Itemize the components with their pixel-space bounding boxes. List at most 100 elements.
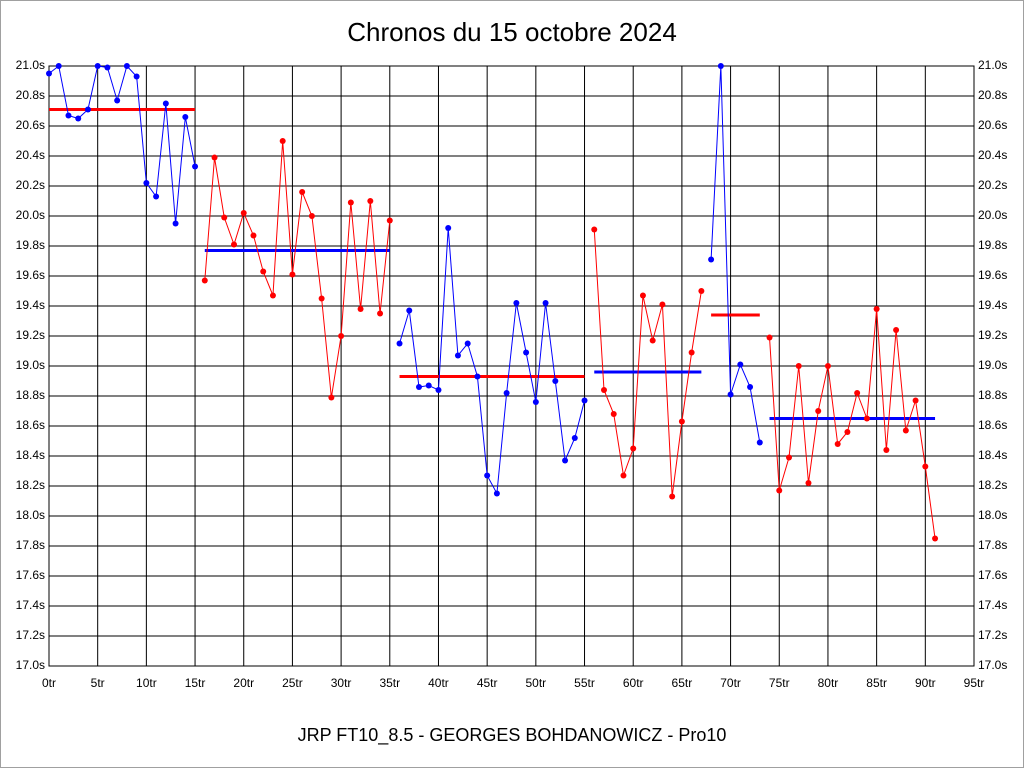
data-point [55, 63, 62, 69]
data-point [474, 373, 481, 380]
series-line [593, 229, 702, 497]
series-line [48, 65, 196, 224]
data-point [425, 382, 432, 389]
data-point [308, 213, 315, 219]
y-tick-label: 19.6s [16, 268, 45, 282]
data-point [318, 295, 325, 302]
data-point [747, 384, 754, 390]
data-point [571, 435, 578, 441]
data-point [669, 493, 676, 500]
data-point [756, 439, 763, 446]
data-point [435, 387, 442, 393]
y2-tick-label: 20.4s [978, 148, 1007, 162]
data-point [299, 189, 306, 195]
y-tick-label: 17.2s [16, 628, 45, 642]
data-point [201, 277, 208, 284]
y2-tick-label: 18.8s [978, 388, 1007, 402]
y-tick-label: 19.8s [16, 238, 45, 252]
data-point [503, 390, 510, 396]
data-point [377, 310, 384, 317]
y2-tick-label: 19.8s [978, 238, 1007, 252]
data-point [532, 399, 539, 405]
data-point [493, 490, 500, 497]
data-point [464, 340, 471, 347]
series-line [204, 140, 391, 398]
data-point [932, 535, 939, 542]
data-point [601, 387, 607, 393]
data-point [386, 217, 393, 224]
data-point [737, 361, 744, 368]
data-point [65, 112, 72, 119]
data-point [688, 349, 695, 356]
data-point [912, 397, 919, 404]
x-tick-label: 90tr [915, 676, 936, 690]
data-point [902, 427, 909, 434]
data-point [367, 198, 374, 204]
y-tick-label: 18.8s [16, 388, 45, 402]
data-point [581, 397, 588, 404]
y2-tick-label: 20.0s [978, 208, 1007, 222]
y-tick-label: 17.0s [16, 658, 45, 672]
data-point [795, 363, 802, 369]
x-tick-label: 15tr [185, 676, 206, 690]
data-point [221, 214, 228, 221]
series-line [769, 308, 936, 539]
data-point [162, 100, 169, 107]
data-point [922, 463, 929, 470]
data-point [717, 63, 724, 69]
y-tick-label: 20.4s [16, 148, 45, 162]
x-tick-label: 0tr [42, 676, 56, 690]
y2-tick-label: 17.2s [978, 628, 1007, 642]
data-point [250, 232, 257, 239]
data-point [786, 454, 792, 461]
data-point [513, 300, 520, 306]
data-point [523, 349, 530, 356]
x-tick-label: 10tr [136, 676, 157, 690]
data-point [708, 256, 715, 263]
series-line [710, 65, 761, 443]
data-point [192, 163, 199, 170]
y-tick-label: 17.6s [16, 568, 45, 582]
data-point [883, 447, 890, 453]
data-point [269, 292, 276, 299]
data-point [279, 138, 286, 144]
y2-tick-label: 19.2s [978, 328, 1007, 342]
data-point [562, 457, 569, 464]
y-tick-label: 17.4s [16, 598, 45, 612]
x-tick-label: 5tr [91, 676, 105, 690]
x-tick-label: 70tr [720, 676, 741, 690]
y-tick-label: 19.0s [16, 358, 45, 372]
data-point [834, 441, 841, 447]
x-tick-label: 20tr [233, 676, 254, 690]
y-tick-label: 18.2s [16, 478, 45, 492]
data-point [396, 340, 403, 347]
y-tick-label: 17.8s [16, 538, 45, 552]
x-tick-label: 40tr [428, 676, 449, 690]
x-tick-label: 65tr [672, 676, 693, 690]
data-point [231, 241, 237, 248]
data-point [844, 429, 851, 435]
y-tick-label: 18.0s [16, 508, 45, 522]
data-point [104, 64, 111, 71]
data-point [46, 70, 52, 77]
data-point [289, 271, 296, 278]
data-point [484, 472, 491, 479]
x-tick-label: 25tr [282, 676, 303, 690]
y-tick-label: 18.6s [16, 418, 45, 432]
data-point [776, 487, 783, 494]
x-tick-label: 55tr [574, 676, 595, 690]
data-point [406, 307, 413, 314]
y-tick-label: 20.2s [16, 178, 45, 192]
y2-tick-label: 19.4s [978, 298, 1007, 312]
data-point [863, 415, 870, 422]
x-tick-label: 35tr [379, 676, 400, 690]
y-tick-label: 20.0s [16, 208, 45, 222]
y2-tick-label: 20.6s [978, 118, 1007, 132]
y-tick-label: 20.8s [16, 88, 45, 102]
data-point [552, 378, 559, 384]
data-point [240, 210, 247, 216]
data-point [94, 63, 101, 69]
data-point [620, 472, 627, 479]
x-tick-label: 30tr [331, 676, 352, 690]
